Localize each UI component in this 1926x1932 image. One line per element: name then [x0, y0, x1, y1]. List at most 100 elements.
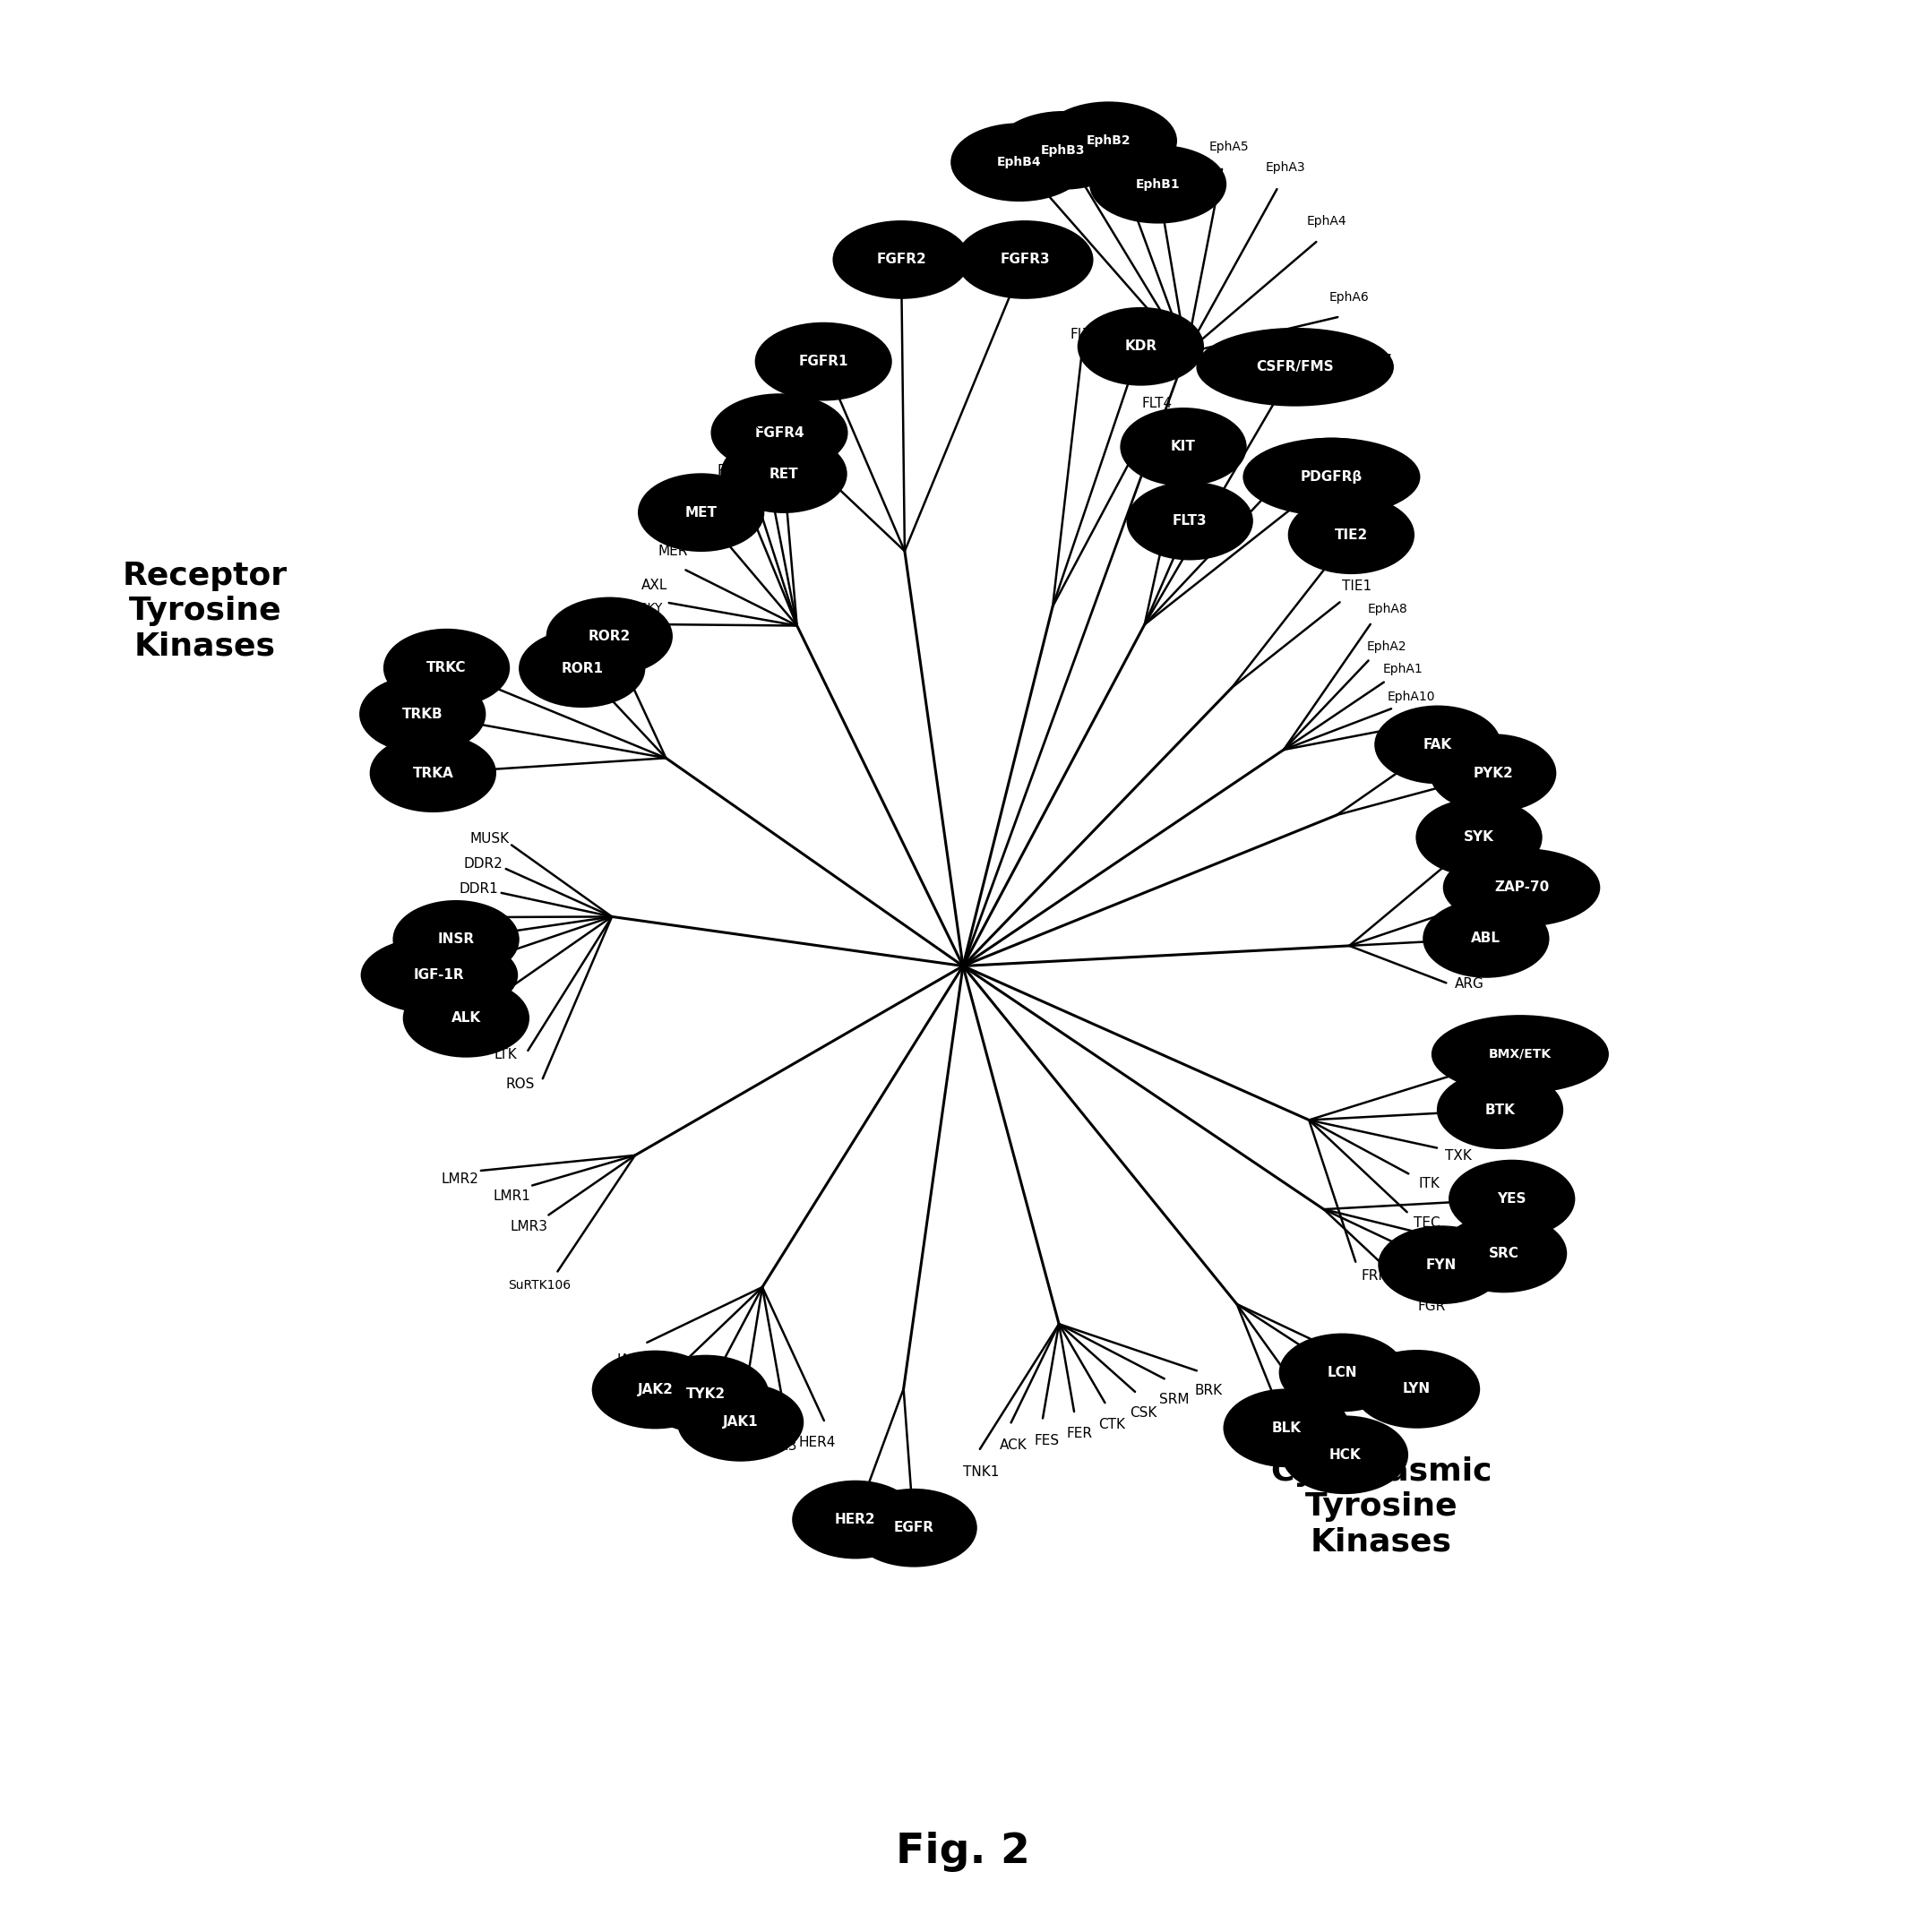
Text: MUSK: MUSK	[470, 833, 508, 846]
Ellipse shape	[678, 1383, 803, 1461]
Text: EGFR: EGFR	[894, 1520, 934, 1534]
Text: FGFR1: FGFR1	[799, 355, 847, 369]
Ellipse shape	[1288, 497, 1414, 574]
Text: TYK2: TYK2	[686, 1387, 726, 1401]
Ellipse shape	[1225, 1389, 1348, 1466]
Ellipse shape	[1450, 1161, 1574, 1236]
Text: JAK3: JAK3	[616, 1354, 647, 1366]
Ellipse shape	[1444, 850, 1599, 925]
Text: LMR2: LMR2	[441, 1173, 478, 1186]
Text: LTK: LTK	[493, 1049, 516, 1063]
Text: EphA8: EphA8	[1367, 603, 1408, 616]
Text: LMR1: LMR1	[493, 1190, 530, 1202]
Ellipse shape	[1040, 102, 1177, 180]
Text: ROR2: ROR2	[587, 630, 630, 643]
Text: CSK: CSK	[1131, 1406, 1158, 1420]
Text: CTK: CTK	[1098, 1418, 1125, 1432]
Ellipse shape	[794, 1482, 917, 1557]
Text: FGR: FGR	[1418, 1300, 1444, 1314]
Ellipse shape	[1283, 1416, 1408, 1493]
Ellipse shape	[1121, 408, 1246, 485]
Text: EphB6: EphB6	[1419, 707, 1458, 719]
Text: FAK: FAK	[1423, 738, 1452, 752]
Text: HER3: HER3	[761, 1439, 797, 1453]
Text: ACK: ACK	[1000, 1439, 1027, 1453]
Ellipse shape	[1354, 1350, 1479, 1428]
Text: FYN: FYN	[1425, 1258, 1456, 1271]
Ellipse shape	[1375, 707, 1500, 782]
Ellipse shape	[1254, 439, 1410, 516]
Text: EphA10: EphA10	[1387, 690, 1435, 703]
Ellipse shape	[1244, 439, 1419, 516]
Text: FLT4: FLT4	[1142, 396, 1173, 410]
Text: FLT3: FLT3	[1173, 514, 1208, 527]
Text: KDR: KDR	[1125, 340, 1158, 354]
Text: EphA7: EphA7	[1352, 354, 1392, 365]
Text: FGFR4: FGFR4	[755, 427, 805, 439]
Text: EphA6: EphA6	[1329, 292, 1369, 303]
Ellipse shape	[957, 222, 1092, 298]
Text: LCN: LCN	[1327, 1366, 1358, 1379]
Text: EphA4: EphA4	[1306, 214, 1346, 228]
Text: SYK: SYK	[1464, 831, 1495, 844]
Text: Fig. 2: Fig. 2	[896, 1832, 1030, 1872]
Text: SuRTK106: SuRTK106	[508, 1279, 570, 1293]
Ellipse shape	[713, 394, 847, 471]
Text: YES: YES	[1497, 1192, 1527, 1206]
Text: EphB1: EphB1	[1136, 178, 1181, 191]
Text: TRKA: TRKA	[412, 767, 453, 781]
Text: ITK: ITK	[1419, 1177, 1441, 1190]
Ellipse shape	[362, 937, 516, 1014]
Text: TNK1: TNK1	[963, 1464, 1000, 1478]
Text: EphA3: EphA3	[1265, 162, 1306, 174]
Text: IGF-1R: IGF-1R	[414, 968, 464, 981]
Text: ROS: ROS	[507, 1078, 535, 1092]
Text: ARG: ARG	[1454, 978, 1483, 991]
Text: RON: RON	[716, 464, 747, 477]
Ellipse shape	[593, 1350, 718, 1428]
Ellipse shape	[1127, 483, 1252, 558]
Text: CSFR/FMS: CSFR/FMS	[1256, 361, 1335, 373]
Ellipse shape	[1433, 1016, 1608, 1094]
Text: IRR: IRR	[464, 908, 487, 922]
Text: TIE2: TIE2	[1335, 527, 1367, 541]
Ellipse shape	[370, 734, 495, 811]
Text: MER: MER	[657, 545, 688, 558]
Text: EphA5: EphA5	[1210, 141, 1250, 153]
Ellipse shape	[1437, 1072, 1562, 1148]
Ellipse shape	[1281, 1335, 1404, 1410]
Text: ABL: ABL	[1471, 931, 1500, 945]
Text: EphB2: EphB2	[1086, 135, 1131, 147]
Text: BRK: BRK	[1194, 1383, 1223, 1397]
Text: HER2: HER2	[836, 1513, 876, 1526]
Text: DDR2: DDR2	[464, 858, 503, 871]
Ellipse shape	[360, 676, 485, 752]
Ellipse shape	[643, 1356, 768, 1432]
Ellipse shape	[1418, 800, 1541, 875]
Ellipse shape	[1431, 734, 1556, 811]
Ellipse shape	[834, 222, 969, 298]
Text: TRKC: TRKC	[428, 661, 466, 674]
Ellipse shape	[1198, 328, 1392, 406]
Text: DDR1: DDR1	[458, 883, 499, 896]
Ellipse shape	[951, 124, 1086, 201]
Text: HCK: HCK	[1329, 1449, 1362, 1463]
Text: INSR: INSR	[437, 933, 474, 947]
Text: BTK: BTK	[1485, 1103, 1516, 1117]
Text: JAK2: JAK2	[638, 1383, 672, 1397]
Text: MET: MET	[686, 506, 716, 520]
Text: CCK4/
PTK7: CCK4/ PTK7	[734, 404, 772, 431]
Text: TYRO3/SKY: TYRO3/SKY	[595, 601, 663, 614]
Text: AXL: AXL	[641, 578, 668, 591]
Text: EphA2: EphA2	[1367, 639, 1406, 653]
Ellipse shape	[996, 112, 1131, 189]
Text: -PDGFRα: -PDGFRα	[1258, 460, 1317, 473]
Ellipse shape	[722, 435, 846, 512]
Ellipse shape	[404, 980, 528, 1057]
Text: TRKB: TRKB	[403, 707, 443, 721]
Text: EphB3: EphB3	[1040, 145, 1086, 156]
Ellipse shape	[1090, 147, 1225, 222]
Text: FGFR3: FGFR3	[1000, 253, 1050, 267]
Text: EphA1: EphA1	[1383, 663, 1423, 676]
Text: EphB4: EphB4	[998, 156, 1042, 168]
